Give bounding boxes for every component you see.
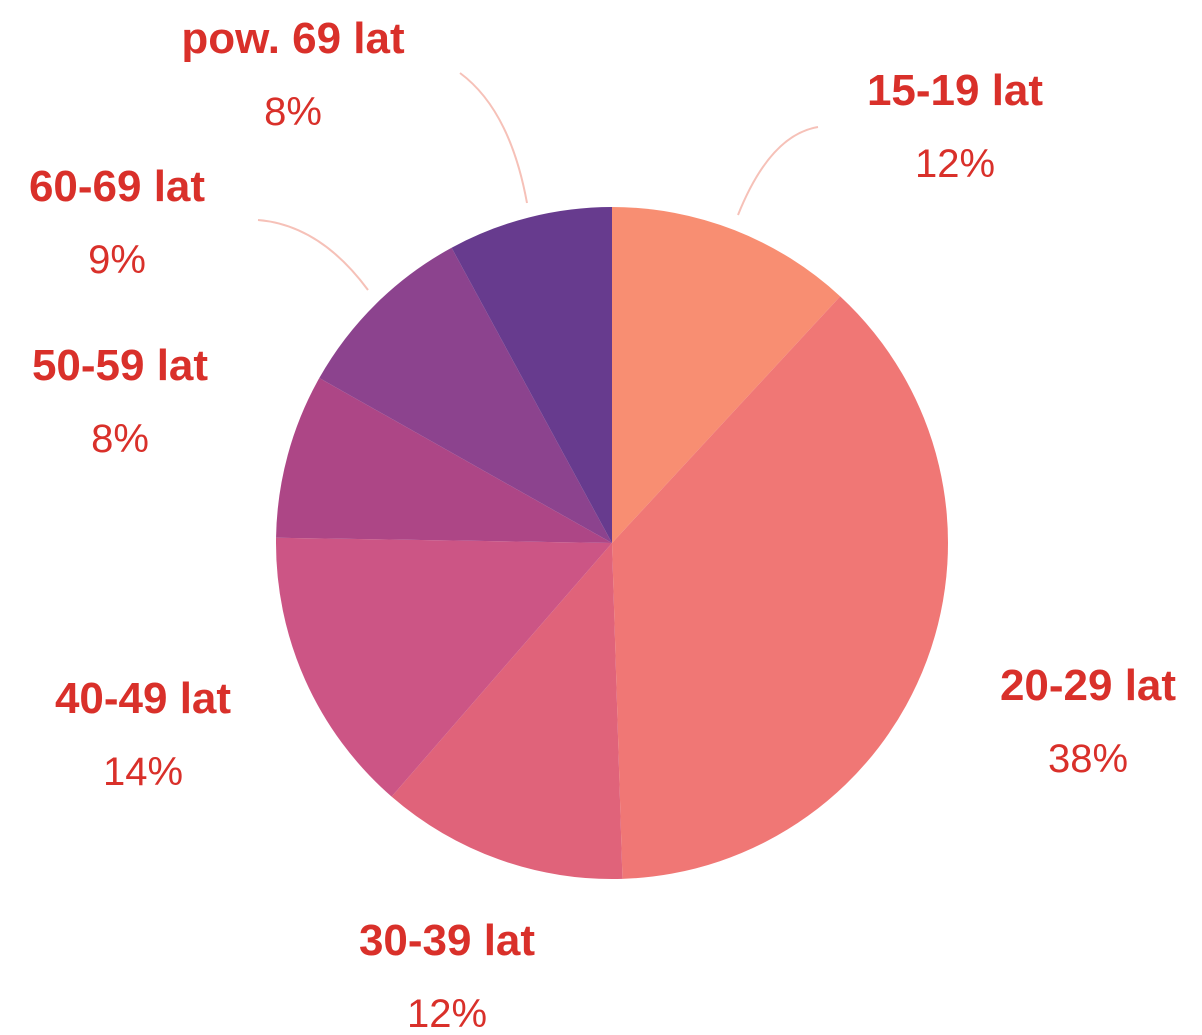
- leader-line: [257, 219, 369, 291]
- slice-label: 20-29 lat: [1000, 661, 1176, 710]
- pie-slice: [276, 537, 612, 797]
- pie-slice: [276, 378, 612, 543]
- value-label: 12%: [915, 142, 995, 186]
- value-label: 9%: [88, 238, 146, 282]
- value-label: 8%: [91, 417, 149, 461]
- pie-slice: [612, 207, 841, 543]
- slice-label: 30-39 lat: [359, 916, 535, 965]
- slice-label: pow. 69 lat: [181, 14, 405, 63]
- pie-slice: [391, 543, 623, 879]
- slice-label: 40-49 lat: [55, 674, 231, 723]
- value-label: 38%: [1048, 737, 1128, 781]
- slice-label: 50-59 lat: [32, 341, 208, 390]
- slice-label: 60-69 lat: [29, 162, 205, 211]
- leader-line: [459, 72, 528, 204]
- value-label: 14%: [103, 750, 183, 794]
- pie-slice: [451, 207, 612, 543]
- labels: 15-19 lat 12% 20-29 lat 38% 30-39 lat 12% 40-4…: [29, 14, 1176, 1035]
- pie: [276, 207, 949, 879]
- pie-slice: [612, 296, 949, 879]
- value-label: 8%: [264, 90, 322, 134]
- leader-line: [737, 126, 819, 216]
- value-label: 12%: [407, 992, 487, 1035]
- slice-label: 15-19 lat: [867, 66, 1043, 115]
- pie-slice: [319, 247, 612, 543]
